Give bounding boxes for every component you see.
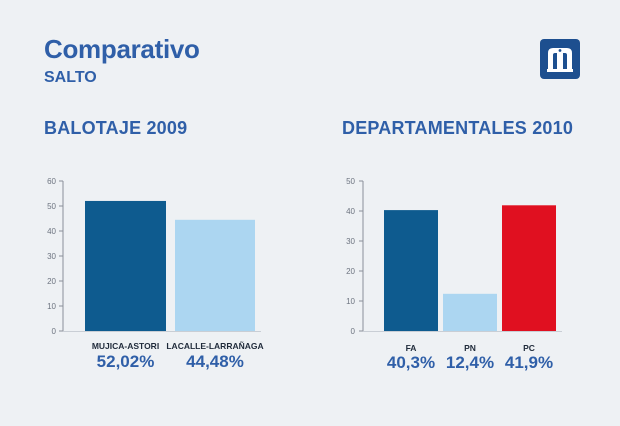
y-tick-label: 40 <box>47 227 56 236</box>
y-tick-label: 30 <box>47 252 56 261</box>
y-tick-label: 10 <box>346 297 355 306</box>
value-label: 40,3% <box>387 353 435 372</box>
y-tick-label: 20 <box>47 277 56 286</box>
chart-title-balotaje: BALOTAJE 2009 <box>44 118 188 138</box>
value-label: 41,9% <box>505 353 553 372</box>
category-label: MUJICA-ASTORI <box>92 341 159 351</box>
value-label: 12,4% <box>446 353 494 372</box>
value-label: 44,48% <box>186 352 244 371</box>
building-logo-icon <box>540 39 580 79</box>
page-title: Comparativo <box>44 34 200 64</box>
value-label: 52,02% <box>97 352 155 371</box>
y-tick-label: 0 <box>52 327 57 336</box>
y-tick-label: 60 <box>47 177 56 186</box>
category-label: PN <box>464 343 476 353</box>
chart-title-departamentales: DEPARTAMENTALES 2010 <box>342 118 574 138</box>
y-tick-label: 20 <box>346 267 355 276</box>
y-tick-label: 0 <box>351 327 356 336</box>
y-tick-label: 50 <box>346 177 355 186</box>
page-subtitle: SALTO <box>44 69 97 86</box>
y-tick-label: 40 <box>346 207 355 216</box>
category-label: PC <box>523 343 535 353</box>
category-label: LACALLE-LARRAÑAGA <box>166 341 263 351</box>
bar-lacalle-larra-aga <box>175 219 255 331</box>
bar-pn <box>443 293 497 331</box>
y-tick-label: 10 <box>47 302 56 311</box>
bar-fa <box>384 210 438 331</box>
y-tick-label: 30 <box>346 237 355 246</box>
bar-mujica-astori <box>85 200 166 331</box>
y-tick-label: 50 <box>47 202 56 211</box>
bar-pc <box>502 205 556 331</box>
category-label: FA <box>406 343 417 353</box>
